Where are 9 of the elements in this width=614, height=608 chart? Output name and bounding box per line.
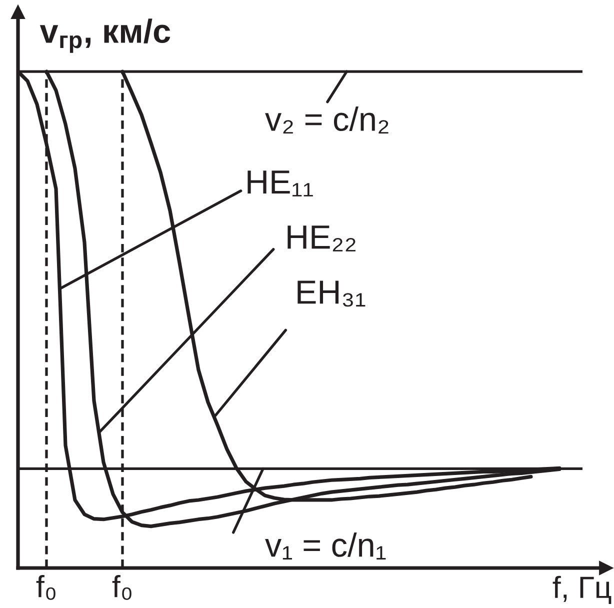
annotation: EH₃₁ bbox=[298, 280, 366, 307]
annotation: v₁ = c/n₁ bbox=[265, 532, 386, 560]
x-tick-label: f₀ bbox=[112, 574, 132, 600]
y-axis-title: v$_{гр}$, км/с bbox=[40, 18, 170, 53]
annotation: HE₁₁ bbox=[248, 170, 313, 196]
annotation: v₂ = c/n₂ bbox=[265, 106, 388, 134]
x-axis-title: f, Гц bbox=[552, 576, 612, 604]
annotation: HE₂₂ bbox=[288, 226, 356, 252]
x-tick-label: f₀ bbox=[36, 574, 56, 600]
